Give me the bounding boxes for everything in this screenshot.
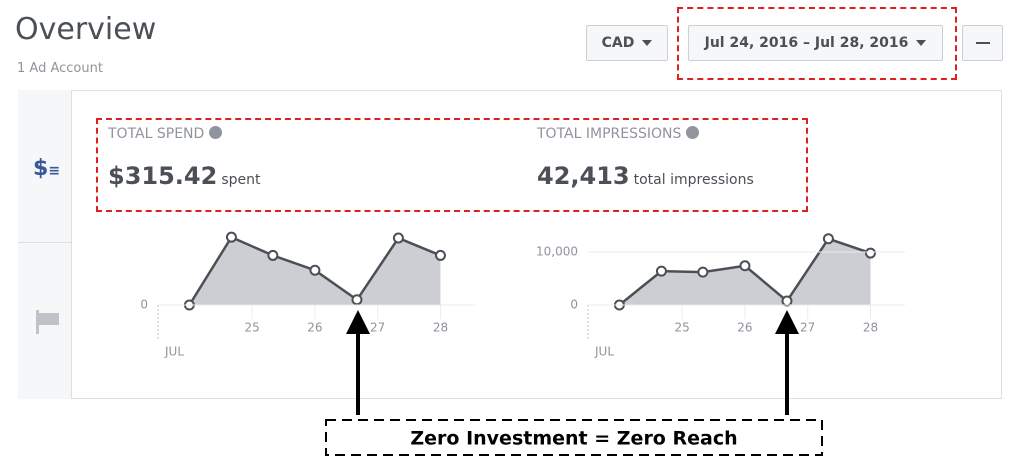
collapse-button[interactable] xyxy=(962,25,1003,61)
point xyxy=(781,295,793,307)
highlight-box xyxy=(96,118,808,212)
point xyxy=(697,266,709,278)
point xyxy=(434,249,446,261)
x-tick-label: 28 xyxy=(433,321,448,335)
metric-unit: total impressions xyxy=(633,172,754,188)
point xyxy=(822,233,834,245)
x-axis-label: JUL xyxy=(164,345,184,359)
x-tick-label: 26 xyxy=(737,321,752,335)
metric-unit: spent xyxy=(221,172,261,188)
x-tick-label: 27 xyxy=(370,321,385,335)
caret xyxy=(642,40,653,46)
currency: CAD xyxy=(601,35,635,51)
x-tick-label: 25 xyxy=(675,321,690,335)
metric-value: 42,413 total impressions xyxy=(537,162,754,190)
page-title: Overview xyxy=(15,12,157,47)
x-tick-label: 25 xyxy=(245,321,260,335)
x-tick-label: 27 xyxy=(800,321,815,335)
area xyxy=(619,238,871,305)
annotation: Zero Investment = Zero Reach xyxy=(410,428,737,450)
info-icon[interactable] xyxy=(208,126,222,139)
y-tick-label: 0 xyxy=(570,298,578,312)
spend-tab-icon[interactable]: $≡ xyxy=(33,156,61,181)
caret xyxy=(916,40,927,46)
point xyxy=(309,264,321,276)
metric-number: 42,413 xyxy=(537,162,630,190)
y-tick-label: 10,000 xyxy=(536,245,578,259)
currency-button[interactable]: CAD xyxy=(586,25,668,61)
point xyxy=(655,265,667,277)
highlight-box xyxy=(677,7,957,80)
y-tick-label: 0 xyxy=(140,298,148,312)
metric-label-text: TOTAL SPEND xyxy=(108,126,205,142)
point xyxy=(351,294,363,306)
side-tabs xyxy=(18,90,72,399)
flag-tab-icon[interactable] xyxy=(36,310,60,334)
x-axis-label: JUL xyxy=(594,345,614,359)
metric-value: $315.42 spent xyxy=(108,162,260,190)
info-icon[interactable] xyxy=(685,126,699,139)
metric-label: TOTAL IMPRESSIONS xyxy=(537,126,699,142)
point xyxy=(739,260,751,272)
x-tick-label: 28 xyxy=(863,321,878,335)
point xyxy=(225,231,237,243)
point xyxy=(267,249,279,261)
date-button[interactable]: Jul 24, 2016 – Jul 28, 2016 xyxy=(688,25,943,61)
x-tick-label: 26 xyxy=(307,321,322,335)
minus-icon xyxy=(975,42,990,44)
point xyxy=(864,247,876,259)
subtitle: 1 Ad Account xyxy=(17,61,103,76)
date-range: Jul 24, 2016 – Jul 28, 2016 xyxy=(704,35,909,51)
annotation-box xyxy=(325,419,823,456)
point xyxy=(392,232,404,244)
metric-number: $315.42 xyxy=(108,162,218,190)
metric-label-text: TOTAL IMPRESSIONS xyxy=(537,126,682,142)
tab-divider xyxy=(18,242,72,243)
metric-label: TOTAL SPEND xyxy=(108,126,222,142)
